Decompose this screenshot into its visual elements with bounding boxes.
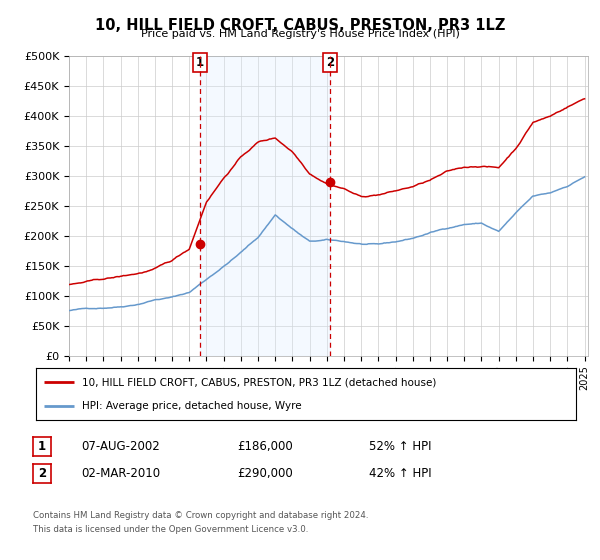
Text: 1: 1 [196, 56, 203, 69]
Text: 10, HILL FIELD CROFT, CABUS, PRESTON, PR3 1LZ: 10, HILL FIELD CROFT, CABUS, PRESTON, PR… [95, 18, 505, 33]
Text: Price paid vs. HM Land Registry's House Price Index (HPI): Price paid vs. HM Land Registry's House … [140, 29, 460, 39]
Text: £186,000: £186,000 [237, 440, 293, 454]
Text: 1: 1 [38, 440, 46, 454]
Bar [200, 56, 330, 356]
Text: 07-AUG-2002: 07-AUG-2002 [81, 440, 160, 454]
Text: 52% ↑ HPI: 52% ↑ HPI [369, 440, 431, 454]
Text: 42% ↑ HPI: 42% ↑ HPI [369, 466, 431, 480]
Text: £290,000: £290,000 [237, 466, 293, 480]
Text: Contains HM Land Registry data © Crown copyright and database right 2024.: Contains HM Land Registry data © Crown c… [33, 511, 368, 520]
Text: 10, HILL FIELD CROFT, CABUS, PRESTON, PR3 1LZ (detached house): 10, HILL FIELD CROFT, CABUS, PRESTON, PR… [82, 377, 436, 388]
Text: 02-MAR-2010: 02-MAR-2010 [81, 466, 160, 480]
Text: This data is licensed under the Open Government Licence v3.0.: This data is licensed under the Open Gov… [33, 525, 308, 534]
Text: 2: 2 [38, 466, 46, 480]
Text: 2: 2 [326, 56, 334, 69]
Text: HPI: Average price, detached house, Wyre: HPI: Average price, detached house, Wyre [82, 401, 302, 411]
